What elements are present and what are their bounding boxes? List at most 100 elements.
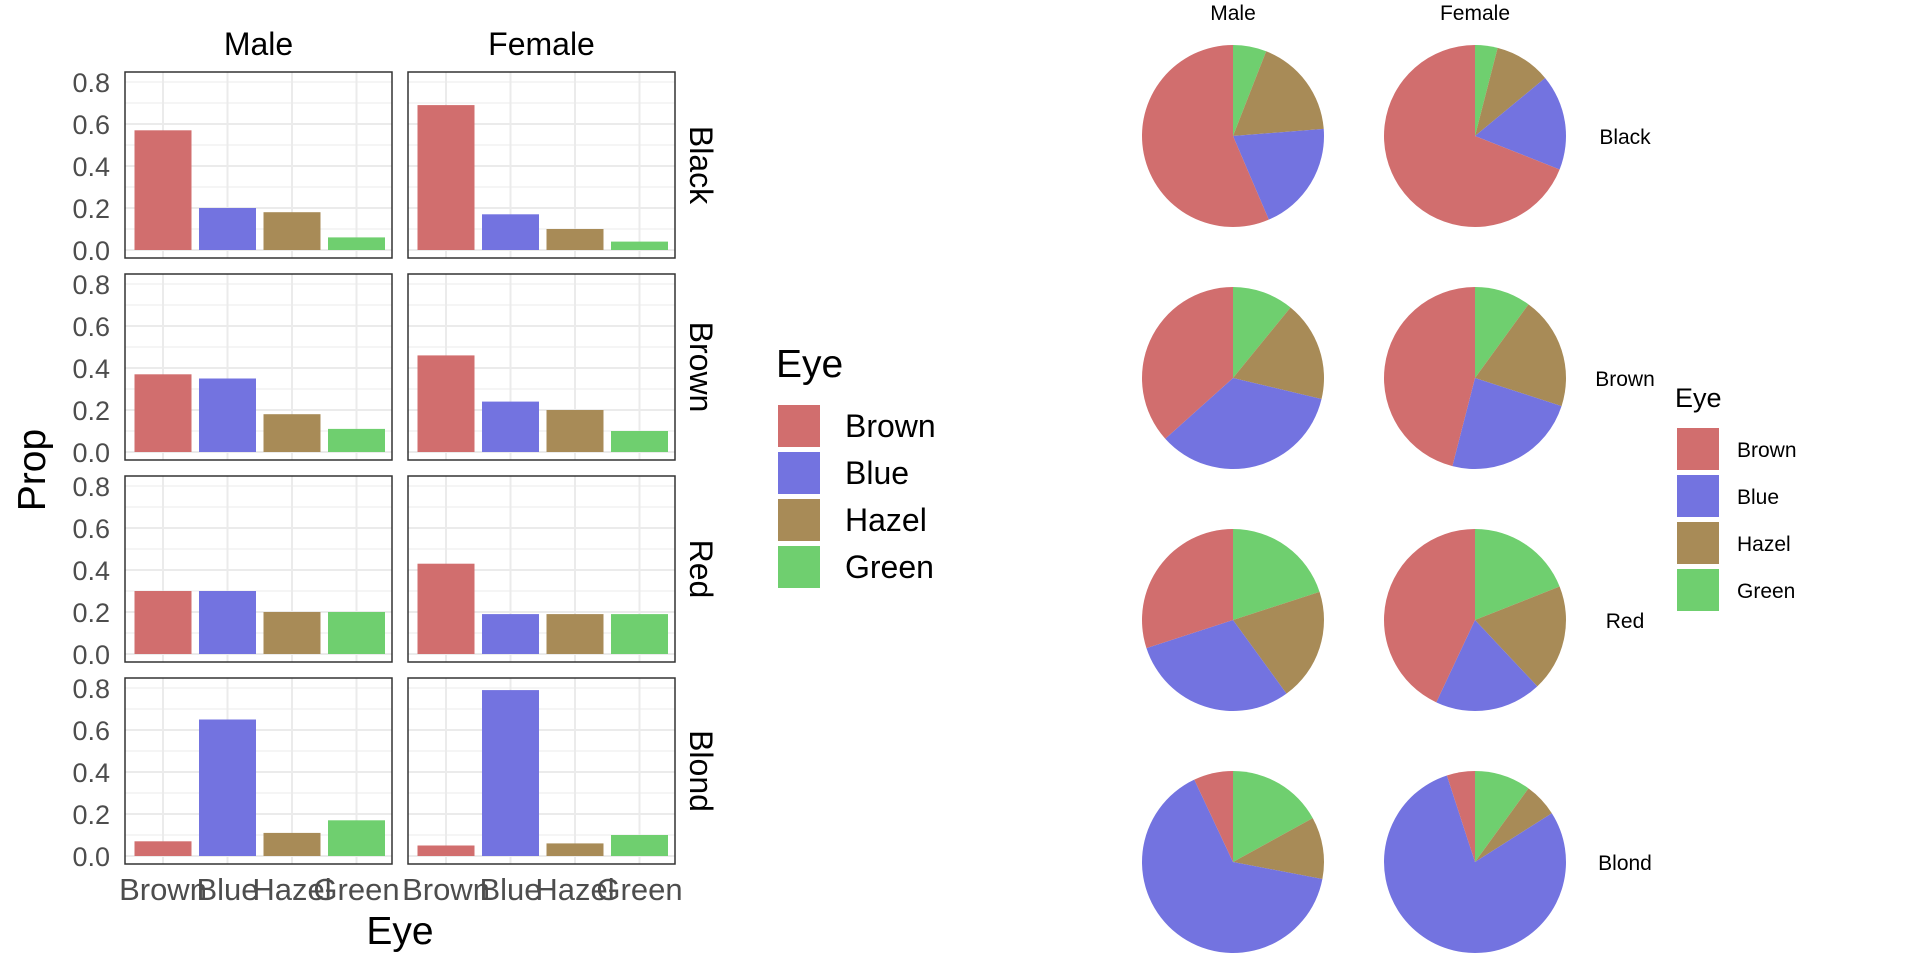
bar-brown <box>134 841 192 856</box>
legend-swatch-blue <box>1677 475 1719 517</box>
y-tick-label: 0.8 <box>72 68 110 98</box>
bar-green <box>328 237 385 250</box>
pie-slice-brown <box>1142 45 1269 227</box>
bar-brown <box>417 563 475 654</box>
bar-hazel <box>263 414 321 452</box>
y-tick-label: 0.4 <box>72 152 110 182</box>
x-tick-label: Hazel <box>535 872 614 907</box>
legend-label: Green <box>1737 580 1795 603</box>
facet-row-label: Red <box>683 540 719 599</box>
bar-brown <box>134 130 192 250</box>
pie-column-label: Female <box>1440 2 1510 25</box>
bar-green <box>611 614 668 654</box>
legend-label: Hazel <box>845 502 927 538</box>
pie-slice-blue <box>1165 378 1322 470</box>
facet-column-label: Male <box>224 26 293 62</box>
y-axis-title: Prop <box>11 429 54 511</box>
legend-label: Brown <box>845 408 936 444</box>
pie-slice-hazel <box>1475 304 1566 407</box>
legend-swatch-green <box>778 546 820 588</box>
pie-slice-hazel <box>1475 47 1546 136</box>
bar-blue <box>482 401 539 452</box>
pie-slice-hazel <box>1233 51 1324 136</box>
pie-slice-blue <box>1436 620 1538 711</box>
y-tick-label: 0.2 <box>72 194 110 224</box>
bar-green <box>328 612 385 654</box>
pie-slice-brown <box>1384 529 1475 703</box>
pie-slice-green <box>1475 287 1529 378</box>
legend-label: Green <box>845 549 934 585</box>
pie <box>1142 45 1324 227</box>
bar-panel <box>124 71 393 259</box>
y-tick-label: 0.0 <box>72 842 110 872</box>
x-tick-label: Brown <box>119 872 207 907</box>
bar-hazel <box>546 410 604 452</box>
bar-panel <box>124 475 393 663</box>
legend-label: Blue <box>1737 486 1779 509</box>
bar-green <box>611 431 668 452</box>
panel-border <box>124 273 393 461</box>
bar-hazel <box>263 612 321 654</box>
pie-slice-green <box>1475 771 1529 862</box>
x-tick-label: Brown <box>402 872 490 907</box>
x-tick-label: Blue <box>196 872 258 907</box>
panel-border <box>407 677 676 865</box>
y-tick-label: 0.6 <box>72 110 110 140</box>
bar-brown <box>417 845 475 856</box>
legend-label: Brown <box>1737 439 1797 462</box>
pie-chart-figure: Male Female Black Brown Red Blond Eye Brown Blue… <box>1142 2 1797 954</box>
x-tick-label: Green <box>596 872 682 907</box>
bar-brown <box>134 591 192 654</box>
pie <box>1384 529 1566 711</box>
legend-swatch-blue <box>778 452 820 494</box>
pie-slice-green <box>1233 287 1291 378</box>
y-tick-label: 0.2 <box>72 396 110 426</box>
bar-blue <box>482 214 539 250</box>
pie-slice-hazel <box>1475 788 1552 862</box>
facet-column-label: Female <box>488 26 595 62</box>
pie-slice-hazel <box>1233 307 1325 400</box>
pie <box>1383 287 1566 469</box>
bar-brown <box>417 105 475 250</box>
pie-column-label: Male <box>1210 2 1256 25</box>
facet-row-label: Blond <box>683 730 719 812</box>
panel-border <box>407 475 676 663</box>
panel-border <box>124 475 393 663</box>
pie-slice-hazel <box>1233 591 1324 694</box>
y-tick-label: 0.0 <box>72 640 110 670</box>
pie-slice-brown <box>1383 287 1475 467</box>
pie-slice-brown <box>1194 771 1233 862</box>
pie <box>1142 771 1324 954</box>
y-tick-label: 0.4 <box>72 758 110 788</box>
bar-hazel <box>546 614 604 654</box>
pie-slice-brown <box>1142 287 1233 439</box>
y-tick-label: 0.6 <box>72 312 110 342</box>
panel-border <box>407 71 676 259</box>
panel-border <box>124 677 393 865</box>
y-tick-label: 0.2 <box>72 598 110 628</box>
pie-slice-brown <box>1383 45 1560 227</box>
pie-row-label: Blond <box>1598 852 1652 875</box>
bar-blue <box>482 690 539 856</box>
pie-slice-green <box>1475 529 1560 620</box>
facet-row-label: Black <box>683 126 719 205</box>
legend-swatch-brown <box>778 405 820 447</box>
bar-hazel <box>546 229 604 250</box>
x-axis-title: Eye <box>366 910 433 953</box>
y-tick-label: 0.0 <box>72 236 110 266</box>
bar-chart-figure: Male Female 0.0 0.2 0.4 0.6 0.8 Black 0.0 0.2 0.4 0… <box>11 26 936 953</box>
pie-slice-blue <box>1142 779 1323 954</box>
bar-panel <box>407 677 676 865</box>
y-tick-label: 0.8 <box>72 674 110 704</box>
bar-green <box>328 428 385 452</box>
bar-green <box>611 241 668 250</box>
pie-slice-brown <box>1446 771 1475 862</box>
bar-blue <box>199 208 256 250</box>
y-tick-label: 0.2 <box>72 800 110 830</box>
bar-green <box>328 820 385 856</box>
pie <box>1142 529 1324 711</box>
bar-hazel <box>546 843 604 856</box>
pie-slice-green <box>1233 771 1313 862</box>
pie-slice-blue <box>1384 775 1566 953</box>
